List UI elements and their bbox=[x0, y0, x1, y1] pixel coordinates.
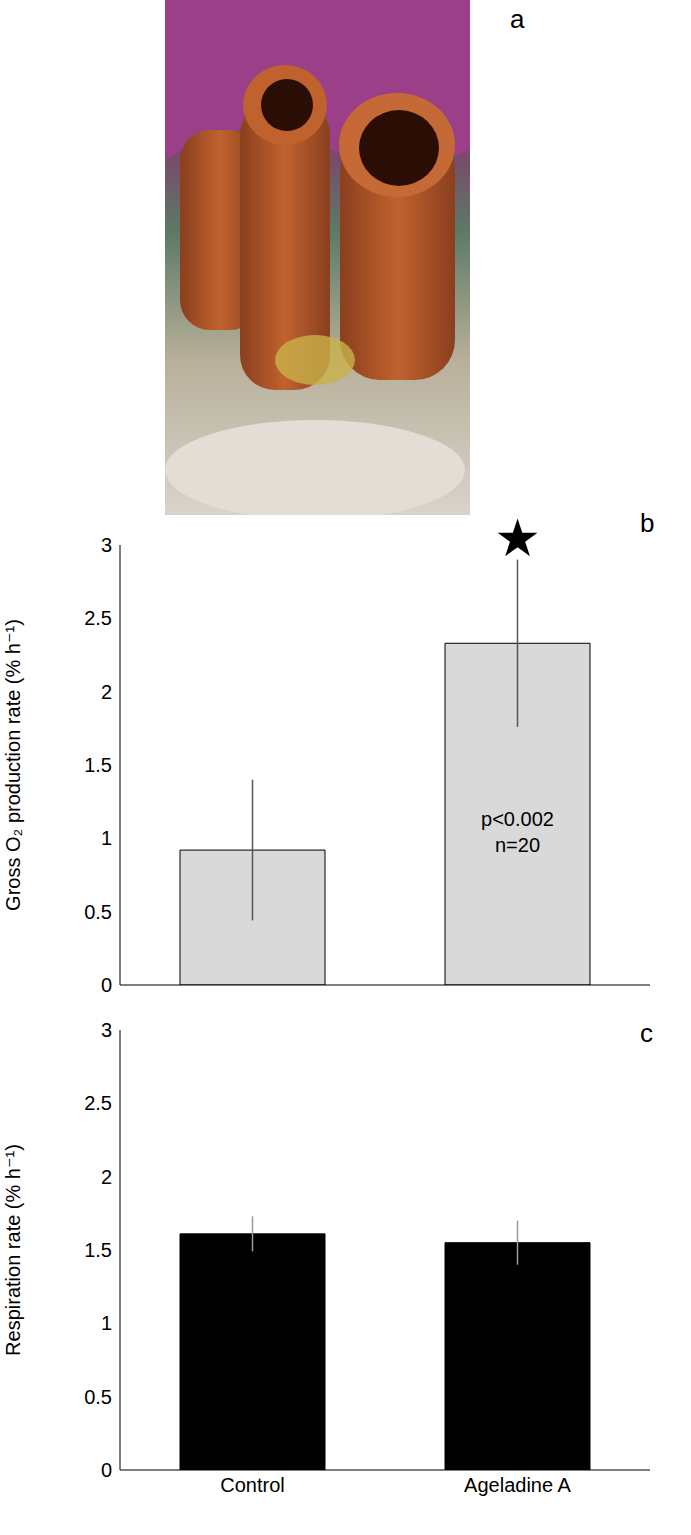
html-text:c: c bbox=[640, 1018, 653, 1048]
svg-text:1: 1 bbox=[101, 827, 112, 849]
svg-text:0.5: 0.5 bbox=[84, 1386, 112, 1408]
svg-text:3: 3 bbox=[101, 534, 112, 556]
svg-text:Gross O₂ production rate (% h⁻: Gross O₂ production rate (% h⁻¹) bbox=[2, 619, 24, 911]
svg-text:0: 0 bbox=[101, 1459, 112, 1481]
svg-text:n=20: n=20 bbox=[495, 834, 540, 856]
svg-text:1: 1 bbox=[101, 1312, 112, 1334]
html-text:a: a bbox=[510, 4, 525, 34]
svg-text:Respiration rate (% h⁻¹): Respiration rate (% h⁻¹) bbox=[2, 1144, 24, 1356]
svg-text:2: 2 bbox=[101, 1166, 112, 1188]
svg-text:2.5: 2.5 bbox=[84, 607, 112, 629]
html-text:b: b bbox=[640, 508, 655, 538]
svg-text:0: 0 bbox=[101, 974, 112, 995]
svg-text:2.5: 2.5 bbox=[84, 1092, 112, 1114]
svg-text:3: 3 bbox=[101, 1019, 112, 1041]
svg-text:1.5: 1.5 bbox=[84, 754, 112, 776]
svg-text:Control: Control bbox=[220, 1474, 284, 1496]
svg-text:p<0.002: p<0.002 bbox=[481, 808, 554, 830]
svg-text:1.5: 1.5 bbox=[84, 1239, 112, 1261]
svg-text:★: ★ bbox=[494, 509, 541, 567]
svg-text:0.5: 0.5 bbox=[84, 901, 112, 923]
svg-text:Ageladine A: Ageladine A bbox=[464, 1474, 571, 1496]
svg-text:2: 2 bbox=[101, 681, 112, 703]
